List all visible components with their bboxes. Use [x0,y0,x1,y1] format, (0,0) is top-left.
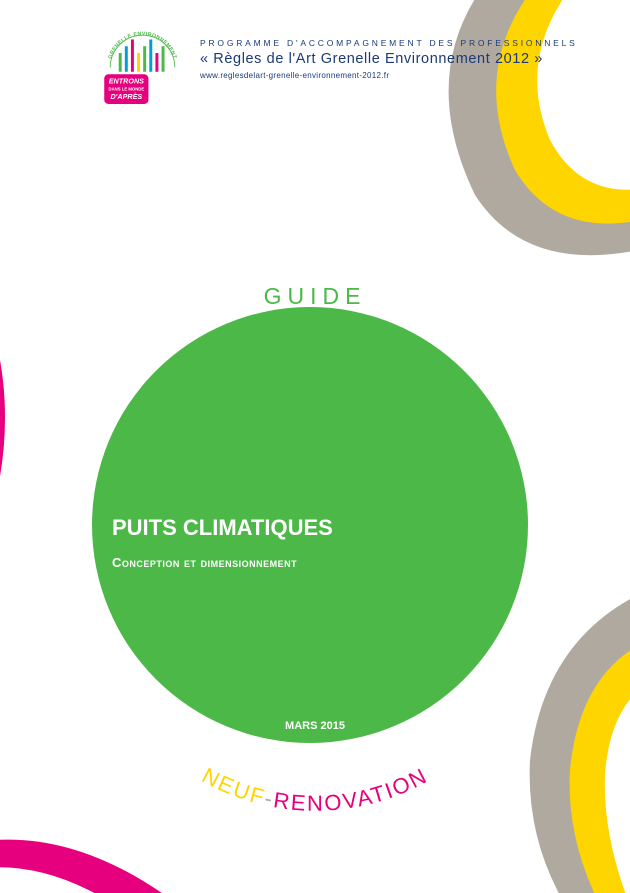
neuf-renovation-label: NEUF-RENOVATION [0,680,630,880]
guide-label: GUIDE [0,283,630,310]
logo-arc-text: GRENELLE ENVIRONNEMENT [107,31,177,60]
programme-line: PROGRAMME D'ACCOMPAGNEMENT DES PROFESSIO… [200,38,600,48]
document-subtitle: Conception et dimensionnement [112,555,297,570]
svg-text:GRENELLE ENVIRONNEMENT: GRENELLE ENVIRONNEMENT [107,31,177,60]
rules-title: « Règles de l'Art Grenelle Environnement… [200,51,600,67]
logo-badge-line1: ENTRONS [109,77,144,86]
header-text-block: PROGRAMME D'ACCOMPAGNEMENT DES PROFESSIO… [200,38,600,80]
website-url: www.reglesdelart-grenelle-environnement-… [200,71,600,80]
grenelle-logo: GRENELLE ENVIRONNEMENT ENTRONS DANS LE M… [100,25,185,110]
document-title: PUITS CLIMATIQUES [112,515,333,541]
document-cover: GRENELLE ENVIRONNEMENT ENTRONS DANS LE M… [0,0,630,893]
logo-badge-line3: D'APRÈS [110,92,142,101]
svg-text:NEUF-RENOVATION: NEUF-RENOVATION [198,763,432,816]
logo-badge-line2: DANS LE MONDE [109,86,145,91]
